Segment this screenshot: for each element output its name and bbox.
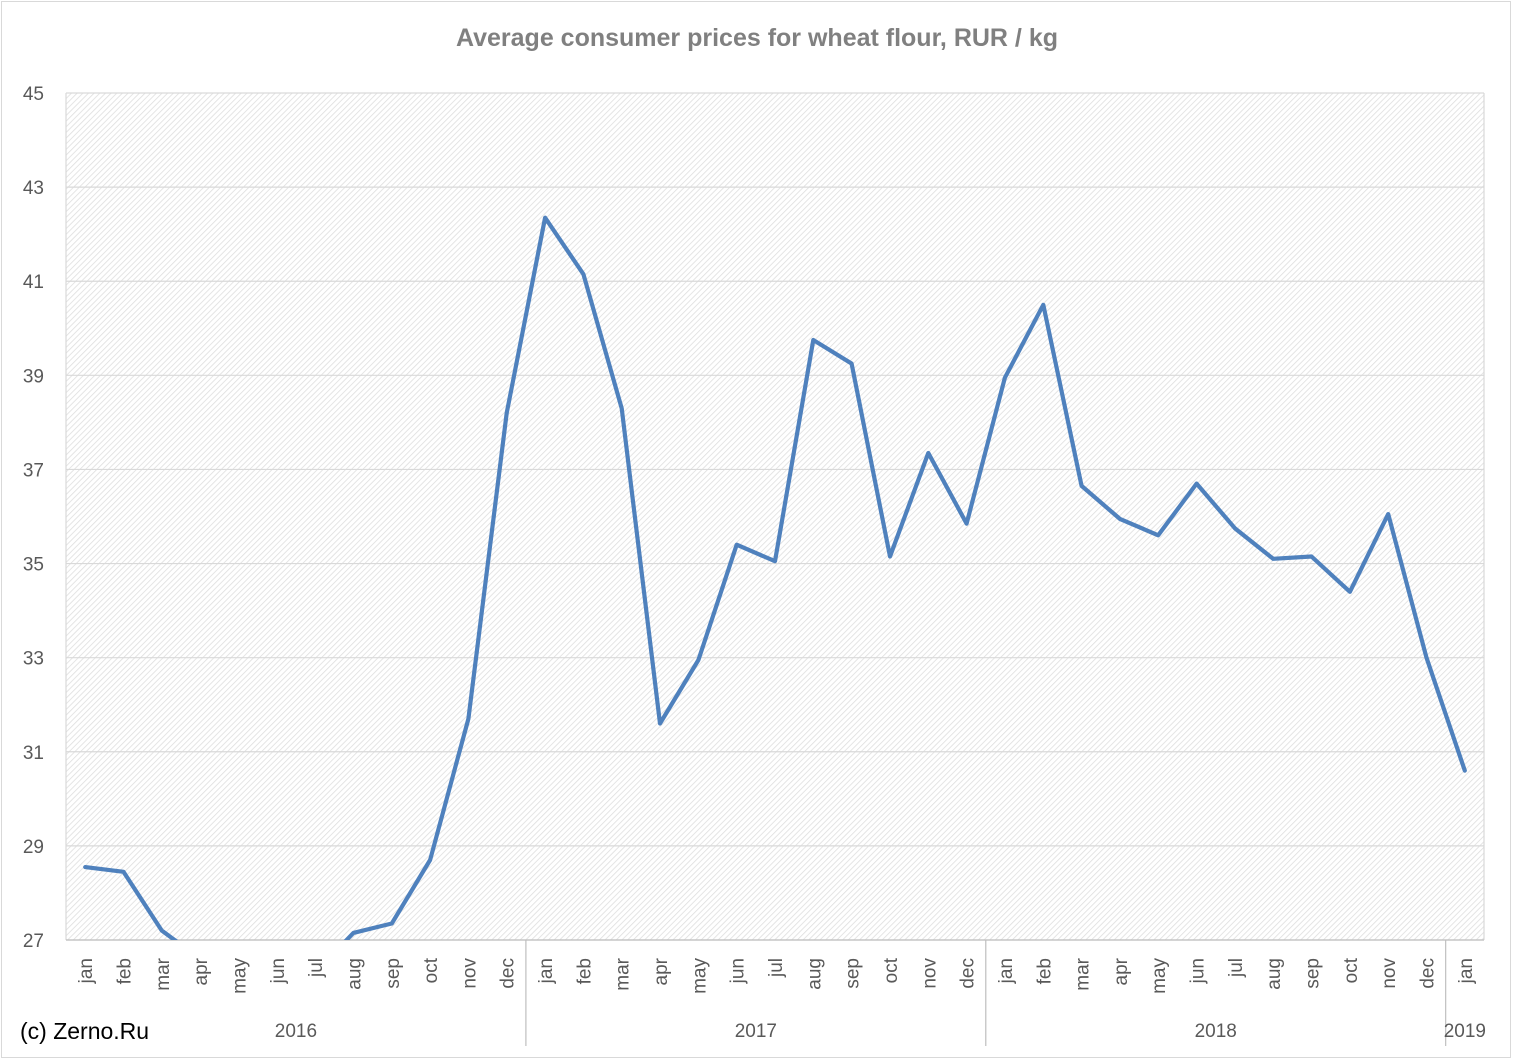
x-tick-label: may	[689, 958, 710, 994]
x-tick-label: mar	[153, 957, 174, 990]
x-axis: jan feb mar apr may jun jul aug sep oct nov dec jan f…	[66, 939, 1486, 1046]
x-tick-label: apr	[1111, 957, 1132, 985]
x-tick-label: feb	[114, 958, 135, 984]
year-label: 2019	[1444, 1021, 1486, 1042]
year-label: 2018	[1195, 1021, 1237, 1042]
year-label: 2016	[275, 1021, 317, 1042]
x-tick-label: nov	[919, 958, 940, 989]
plot-area	[66, 93, 1484, 940]
chart-title: Average consumer prices for wheat flour,…	[455, 24, 1058, 52]
x-tick-label: jul	[306, 958, 327, 978]
x-tick-label: oct	[881, 957, 902, 983]
y-tick-label: 33	[23, 649, 44, 670]
y-tick-label: 45	[23, 84, 44, 105]
x-tick-label: dec	[1418, 958, 1439, 989]
x-tick-label: jan	[536, 958, 557, 984]
x-tick-label: apr	[651, 957, 672, 985]
year-label: 2017	[735, 1021, 777, 1042]
x-tick-label: aug	[1264, 958, 1285, 990]
x-tick-label: mar	[1073, 957, 1094, 990]
x-tick-label: jan	[76, 958, 97, 984]
x-tick-label: dec	[958, 958, 979, 989]
y-tick-label: 39	[23, 366, 44, 387]
y-tick-label: 31	[23, 743, 44, 764]
x-tick-label: jul	[766, 958, 787, 978]
x-tick-label: may	[1149, 958, 1170, 994]
x-tick-label: jan	[1456, 958, 1477, 984]
x-tick-label: feb	[1034, 958, 1055, 984]
series-layer	[83, 215, 1467, 940]
y-tick-label: 43	[23, 178, 44, 199]
y-tick-label: 41	[23, 272, 44, 293]
x-tick-label: aug	[804, 958, 825, 990]
x-tick-label: jun	[268, 958, 289, 984]
x-tick-label: oct	[1341, 957, 1362, 983]
x-tick-label: aug	[344, 958, 365, 990]
x-tick-label: feb	[574, 958, 595, 984]
y-tick-label: 27	[23, 931, 44, 952]
x-tick-label: dec	[498, 958, 519, 989]
x-tick-label: nov	[1379, 958, 1400, 989]
y-tick-label: 37	[23, 460, 44, 481]
copyright-text: (c) Zerno.Ru	[20, 1018, 150, 1044]
x-tick-label: jun	[728, 958, 749, 984]
y-tick-label: 29	[23, 837, 44, 858]
series-line	[83, 215, 1467, 940]
y-tick-label: 35	[23, 555, 44, 576]
x-tick-label: jan	[996, 958, 1017, 984]
x-tick-label: sep	[383, 958, 404, 989]
x-tick-label: jul	[1226, 958, 1247, 978]
x-tick-label: apr	[191, 957, 212, 985]
x-tick-label: mar	[613, 957, 634, 990]
x-tick-label: sep	[843, 958, 864, 989]
x-tick-label: oct	[421, 957, 442, 983]
x-tick-label: jun	[1188, 958, 1209, 984]
x-tick-label: nov	[459, 958, 480, 989]
x-tick-label: sep	[1303, 958, 1324, 989]
x-tick-label: may	[229, 958, 250, 994]
y-axis-ticks: 27 29 31 33 35 37 39 41 43 45	[23, 84, 44, 952]
